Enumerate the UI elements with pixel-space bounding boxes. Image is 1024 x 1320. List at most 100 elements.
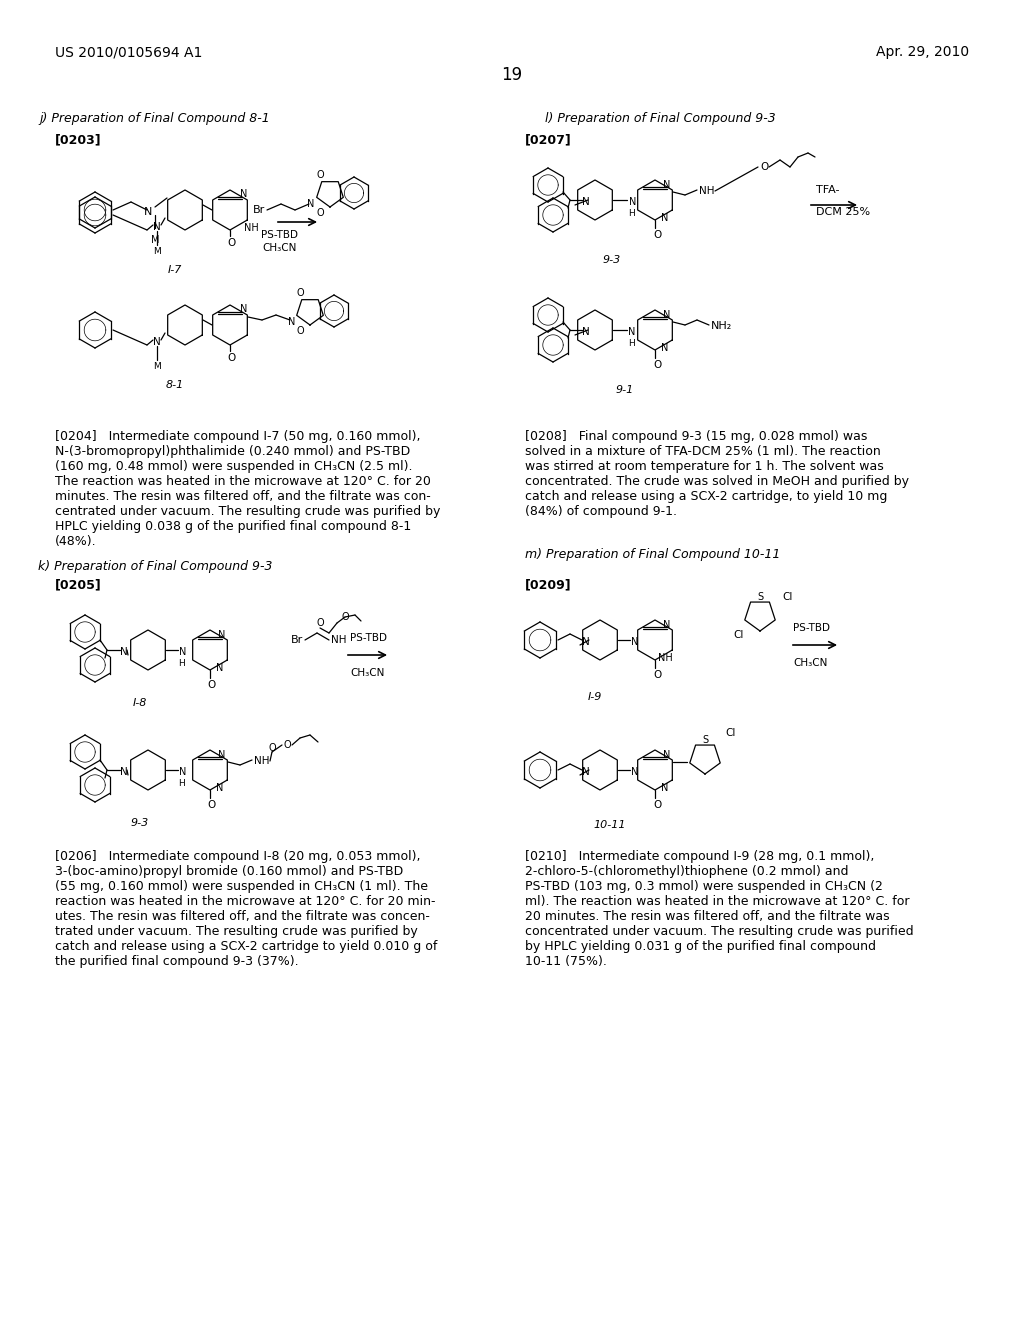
Text: reaction was heated in the microwave at 120° C. for 20 min-: reaction was heated in the microwave at … xyxy=(55,895,435,908)
Text: N: N xyxy=(218,750,225,760)
Text: 2-chloro-5-(chloromethyl)thiophene (0.2 mmol) and: 2-chloro-5-(chloromethyl)thiophene (0.2 … xyxy=(525,865,849,878)
Text: (84%) of compound 9-1.: (84%) of compound 9-1. xyxy=(525,506,677,517)
Text: O: O xyxy=(228,352,237,363)
Text: I-9: I-9 xyxy=(588,692,602,702)
Text: k) Preparation of Final Compound 9-3: k) Preparation of Final Compound 9-3 xyxy=(38,560,272,573)
Text: S: S xyxy=(757,591,763,602)
Text: O: O xyxy=(653,800,662,810)
Text: O: O xyxy=(316,170,324,180)
Text: [0204]   Intermediate compound I-7 (50 mg, 0.160 mmol),: [0204] Intermediate compound I-7 (50 mg,… xyxy=(55,430,421,444)
Text: O: O xyxy=(653,671,662,680)
Text: NH₂: NH₂ xyxy=(711,321,732,331)
Text: O: O xyxy=(653,360,662,370)
Text: I-7: I-7 xyxy=(168,265,182,275)
Text: catch and release using a SCX-2 cartridge to yield 0.010 g of: catch and release using a SCX-2 cartridg… xyxy=(55,940,437,953)
Text: O: O xyxy=(760,162,768,172)
Text: US 2010/0105694 A1: US 2010/0105694 A1 xyxy=(55,45,203,59)
Text: H: H xyxy=(178,660,184,668)
Text: The reaction was heated in the microwave at 120° C. for 20: The reaction was heated in the microwave… xyxy=(55,475,431,488)
Text: O: O xyxy=(653,230,662,240)
Text: utes. The resin was filtered off, and the filtrate was concen-: utes. The resin was filtered off, and th… xyxy=(55,909,430,923)
Text: ml). The reaction was heated in the microwave at 120° C. for: ml). The reaction was heated in the micr… xyxy=(525,895,909,908)
Text: PS-TBD: PS-TBD xyxy=(350,634,387,643)
Text: N: N xyxy=(216,783,223,793)
Text: centrated under vacuum. The resulting crude was purified by: centrated under vacuum. The resulting cr… xyxy=(55,506,440,517)
Text: concentrated. The crude was solved in MeOH and purified by: concentrated. The crude was solved in Me… xyxy=(525,475,909,488)
Text: N: N xyxy=(631,767,638,777)
Text: 10-11 (75%).: 10-11 (75%). xyxy=(525,954,607,968)
Text: O: O xyxy=(208,800,216,810)
Text: N: N xyxy=(664,310,671,319)
Text: was stirred at room temperature for 1 h. The solvent was: was stirred at room temperature for 1 h.… xyxy=(525,459,884,473)
Text: NH: NH xyxy=(254,756,269,766)
Text: j) Preparation of Final Compound 8-1: j) Preparation of Final Compound 8-1 xyxy=(40,112,270,125)
Text: N: N xyxy=(120,767,128,777)
Text: S: S xyxy=(701,735,708,744)
Text: O: O xyxy=(296,326,304,337)
Text: H: H xyxy=(178,780,184,788)
Text: (48%).: (48%). xyxy=(55,535,96,548)
Text: O: O xyxy=(296,288,304,298)
Text: CH₃CN: CH₃CN xyxy=(263,243,297,253)
Text: H: H xyxy=(628,339,635,348)
Text: catch and release using a SCX-2 cartridge, to yield 10 mg: catch and release using a SCX-2 cartridg… xyxy=(525,490,888,503)
Text: N: N xyxy=(241,304,248,314)
Text: N: N xyxy=(582,197,590,207)
Text: N: N xyxy=(307,199,314,209)
Text: 9-3: 9-3 xyxy=(603,255,622,265)
Text: NH: NH xyxy=(244,223,259,234)
Text: N: N xyxy=(216,663,223,673)
Text: N: N xyxy=(582,638,590,647)
Text: PS-TBD: PS-TBD xyxy=(793,623,830,634)
Text: O: O xyxy=(341,612,349,622)
Text: 8-1: 8-1 xyxy=(166,380,184,389)
Text: N: N xyxy=(664,750,671,760)
Text: N: N xyxy=(662,213,669,223)
Text: N: N xyxy=(179,647,186,657)
Text: NH: NH xyxy=(699,186,715,195)
Text: I-8: I-8 xyxy=(133,698,147,708)
Text: O: O xyxy=(208,680,216,690)
Text: N: N xyxy=(120,647,128,657)
Text: [0203]: [0203] xyxy=(55,133,101,147)
Text: Cl: Cl xyxy=(733,630,744,640)
Text: N: N xyxy=(664,180,671,190)
Text: N: N xyxy=(153,222,161,232)
Text: minutes. The resin was filtered off, and the filtrate was con-: minutes. The resin was filtered off, and… xyxy=(55,490,431,503)
Text: N: N xyxy=(582,327,590,337)
Text: [0207]: [0207] xyxy=(525,133,571,147)
Text: N: N xyxy=(241,189,248,199)
Text: Br: Br xyxy=(291,635,303,645)
Text: O: O xyxy=(316,209,324,218)
Text: [0210]   Intermediate compound I-9 (28 mg, 0.1 mmol),: [0210] Intermediate compound I-9 (28 mg,… xyxy=(525,850,874,863)
Text: N: N xyxy=(662,343,669,352)
Text: trated under vacuum. The resulting crude was purified by: trated under vacuum. The resulting crude… xyxy=(55,925,418,939)
Text: [0206]   Intermediate compound I-8 (20 mg, 0.053 mmol),: [0206] Intermediate compound I-8 (20 mg,… xyxy=(55,850,421,863)
Text: Cl: Cl xyxy=(725,729,735,738)
Text: l) Preparation of Final Compound 9-3: l) Preparation of Final Compound 9-3 xyxy=(545,112,775,125)
Text: PS-TBD (103 mg, 0.3 mmol) were suspended in CH₃CN (2: PS-TBD (103 mg, 0.3 mmol) were suspended… xyxy=(525,880,883,894)
Text: by HPLC yielding 0.031 g of the purified final compound: by HPLC yielding 0.031 g of the purified… xyxy=(525,940,876,953)
Text: N: N xyxy=(631,638,638,647)
Text: CH₃CN: CH₃CN xyxy=(350,668,384,678)
Text: [0205]: [0205] xyxy=(55,578,101,591)
Text: N: N xyxy=(143,207,153,216)
Text: CH₃CN: CH₃CN xyxy=(793,657,827,668)
Text: N: N xyxy=(289,317,296,327)
Text: H: H xyxy=(628,210,635,219)
Text: N: N xyxy=(628,327,635,337)
Text: 20 minutes. The resin was filtered off, and the filtrate was: 20 minutes. The resin was filtered off, … xyxy=(525,909,890,923)
Text: HPLC yielding 0.038 g of the purified final compound 8-1: HPLC yielding 0.038 g of the purified fi… xyxy=(55,520,412,533)
Text: O: O xyxy=(316,618,324,628)
Text: O: O xyxy=(228,238,237,248)
Text: O: O xyxy=(268,743,275,752)
Text: [0209]: [0209] xyxy=(525,578,571,591)
Text: Apr. 29, 2010: Apr. 29, 2010 xyxy=(876,45,969,59)
Text: O: O xyxy=(284,741,292,750)
Text: Cl: Cl xyxy=(782,591,793,602)
Text: TFA-: TFA- xyxy=(816,185,840,195)
Text: (55 mg, 0.160 mmol) were suspended in CH₃CN (1 ml). The: (55 mg, 0.160 mmol) were suspended in CH… xyxy=(55,880,428,894)
Text: m) Preparation of Final Compound 10-11: m) Preparation of Final Compound 10-11 xyxy=(525,548,780,561)
Text: N: N xyxy=(582,767,590,777)
Text: concentrated under vacuum. The resulting crude was purified: concentrated under vacuum. The resulting… xyxy=(525,925,913,939)
